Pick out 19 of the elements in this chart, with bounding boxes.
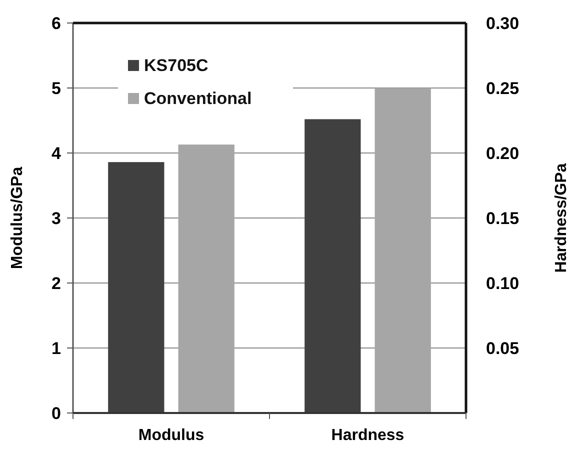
y-tick-label: 2: [52, 274, 61, 293]
y2-tick-label: 0.30: [486, 14, 520, 33]
y-tick-label: 4: [52, 144, 62, 163]
y2-tick-label: 0.25: [486, 78, 520, 98]
y2-tick-label: 0.10: [486, 274, 520, 293]
y2-tick-label: 0.20: [486, 144, 520, 163]
y-tick-label: 3: [52, 208, 61, 228]
y-tick-label: 5: [52, 78, 61, 98]
x-tick-label: Hardness: [331, 427, 404, 444]
legend-label: Conventional: [144, 89, 252, 108]
y-tick-label: 1: [52, 338, 61, 358]
y2-tick-label: 0.05: [486, 338, 520, 358]
y2-axis-title: Hardness/GPa: [553, 163, 570, 273]
y-tick-label: 0: [52, 404, 61, 423]
y-tick-label: 6: [52, 14, 61, 33]
y-axis-title: Modulus/GPa: [9, 166, 26, 270]
legend-label: KS705C: [144, 56, 208, 75]
y2-tick-label: 0.15: [486, 208, 520, 228]
x-tick-label: Modulus: [138, 427, 204, 444]
